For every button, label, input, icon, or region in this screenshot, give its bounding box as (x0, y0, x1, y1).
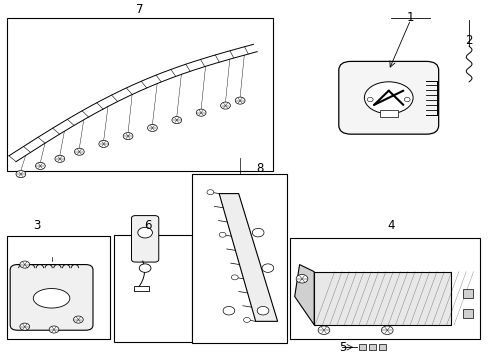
Circle shape (138, 227, 152, 238)
Circle shape (219, 232, 226, 237)
Ellipse shape (33, 288, 70, 308)
Bar (115, 235, 193, 342)
Bar (134, 286, 149, 291)
Circle shape (49, 326, 59, 333)
Circle shape (244, 318, 250, 323)
Text: 2: 2 (466, 35, 473, 48)
Circle shape (207, 190, 214, 195)
Circle shape (296, 275, 308, 283)
Circle shape (55, 155, 65, 162)
Bar (7, 236, 110, 339)
Circle shape (172, 117, 182, 124)
Circle shape (20, 261, 30, 268)
Circle shape (235, 97, 245, 104)
Circle shape (99, 140, 109, 148)
Circle shape (262, 264, 274, 273)
Bar (380, 110, 397, 117)
Circle shape (147, 125, 157, 131)
Text: 7: 7 (137, 3, 144, 15)
FancyBboxPatch shape (339, 62, 439, 134)
Bar (314, 272, 451, 325)
Bar (369, 344, 376, 350)
Circle shape (220, 102, 230, 109)
Circle shape (74, 148, 84, 155)
Bar (7, 18, 273, 171)
Text: 4: 4 (388, 219, 395, 232)
Bar (379, 344, 386, 350)
Circle shape (368, 98, 373, 102)
Polygon shape (294, 265, 314, 325)
Circle shape (16, 171, 26, 177)
Ellipse shape (365, 82, 413, 114)
Circle shape (231, 275, 238, 280)
Circle shape (123, 132, 133, 140)
Polygon shape (219, 194, 278, 321)
FancyBboxPatch shape (10, 265, 93, 330)
Bar (360, 344, 367, 350)
Circle shape (196, 109, 206, 116)
Bar (463, 289, 472, 298)
Text: 8: 8 (256, 162, 263, 175)
Text: 1: 1 (407, 12, 415, 24)
Circle shape (257, 306, 269, 315)
Bar (193, 174, 288, 343)
Circle shape (252, 228, 264, 237)
Circle shape (381, 326, 393, 334)
Circle shape (139, 264, 151, 273)
Text: 6: 6 (144, 219, 151, 232)
Bar (463, 309, 472, 318)
Text: 3: 3 (33, 219, 40, 232)
Circle shape (74, 316, 83, 323)
Circle shape (404, 98, 410, 102)
Circle shape (223, 306, 235, 315)
Text: 5: 5 (339, 342, 346, 355)
Circle shape (35, 162, 45, 170)
Circle shape (20, 323, 30, 330)
FancyBboxPatch shape (131, 216, 159, 262)
Circle shape (318, 326, 330, 334)
Bar (290, 238, 480, 339)
